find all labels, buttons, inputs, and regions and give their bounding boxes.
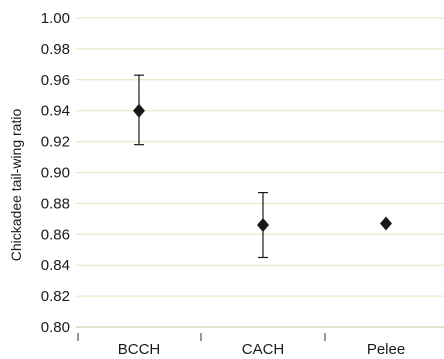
x-category-label: BCCH [118, 341, 161, 358]
y-tick-label: 0.88 [41, 195, 70, 212]
y-tick-label: 0.94 [41, 103, 70, 120]
y-tick-label: 0.82 [41, 288, 70, 305]
x-category-labels: BCCH CACH Pelee [118, 341, 405, 358]
data-point-marker [380, 216, 392, 231]
y-tick-label: 0.80 [41, 319, 70, 336]
y-axis-title: Chickadee tail-wing ratio [8, 109, 24, 262]
x-category-label: Pelee [367, 341, 405, 358]
y-tick-labels: 0.80 0.82 0.84 0.86 0.88 0.90 0.92 0.94 0.96 0.98… [41, 10, 70, 336]
data-point-marker [133, 103, 145, 118]
axes [76, 326, 444, 341]
y-tick-label: 0.84 [41, 257, 70, 274]
grid-lines [76, 17, 444, 297]
data-point-marker [257, 218, 269, 233]
y-tick-label: 0.98 [41, 41, 70, 58]
y-tick-label: 1.00 [41, 10, 70, 27]
x-category-label: CACH [242, 341, 285, 358]
y-tick-label: 0.96 [41, 72, 70, 89]
y-tick-label: 0.92 [41, 134, 70, 151]
y-tick-label: 0.90 [41, 165, 70, 182]
error-bars [134, 74, 268, 259]
y-tick-label: 0.86 [41, 226, 70, 243]
data-points [133, 103, 392, 233]
